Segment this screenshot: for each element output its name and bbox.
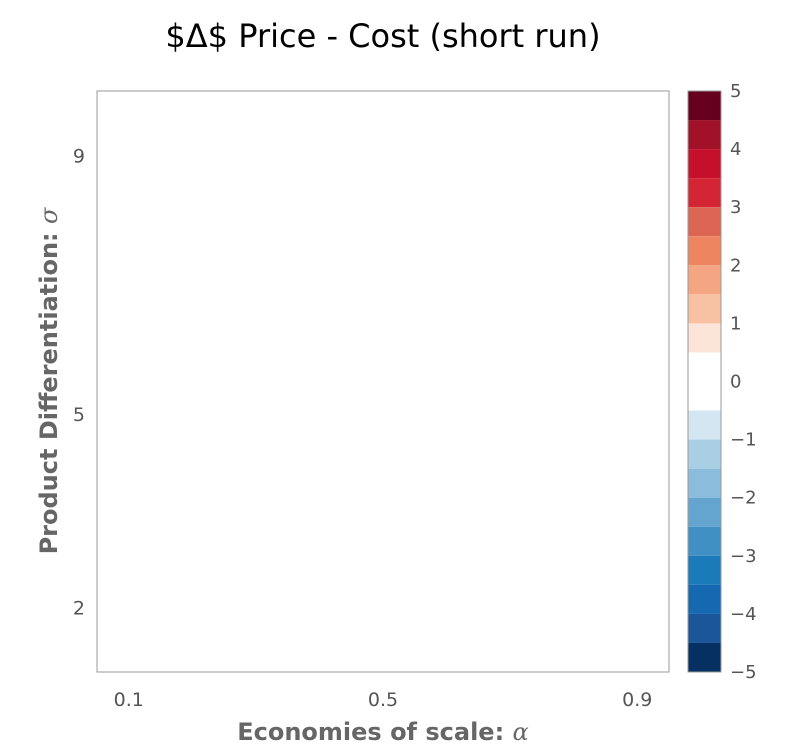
colorbar-band [688,410,721,440]
y-axis-label: Product Differentiation: σ [35,207,63,554]
colorbar-band [688,120,721,150]
colorbar-band [688,265,721,295]
y-axis-label-text: Product Differentiation: [35,224,63,554]
colorbar-band [688,497,721,527]
colorbar-tick-label: −2 [730,488,757,509]
x-axis-label-symbol: α [513,718,529,746]
x-tick-label: 0.5 [368,689,398,711]
colorbar-band [688,584,721,614]
colorbar-band [688,149,721,179]
x-tick-label: 0.9 [622,689,652,711]
colorbar-band [688,91,721,121]
colorbar-band [688,207,721,237]
colorbar-band [688,178,721,208]
colorbar-tick-label: 4 [730,139,741,160]
colorbar-band [688,352,721,411]
colorbar-band [688,555,721,585]
colorbar-tick-label: 0 [730,372,741,393]
colorbar-band [688,323,721,353]
colorbar-tick-labels: 5 4 3 2 1 0 −1 −2 −3 −4 −5 [730,81,757,683]
x-axis-label-text: Economies of scale: [237,718,512,746]
colorbar-band [688,236,721,266]
colorbar-band [688,613,721,643]
y-tick-label: 2 [73,597,85,619]
y-tick-label: 5 [73,404,85,426]
colorbar-band [688,526,721,556]
colorbar-bands [688,91,721,672]
x-tick-labels: 0.1 0.5 0.9 [114,689,653,711]
y-tick-label: 9 [73,146,85,168]
colorbar-tick-label: 1 [730,313,741,334]
colorbar-tick-label: −4 [730,604,757,625]
colorbar-frame [687,90,722,673]
colorbar-band [688,439,721,469]
chart-title: $Δ$ Price - Cost (short run) [165,17,600,55]
colorbar: 5 4 3 2 1 0 −1 −2 −3 −4 −5 [687,81,757,683]
colorbar-band [688,294,721,324]
y-tick-labels: 2 5 9 [73,146,85,620]
colorbar-tick-label: −5 [730,662,757,683]
heatmap-cells [97,91,669,672]
x-tick-label: 0.1 [114,689,144,711]
colorbar-tick-label: 2 [730,255,741,276]
colorbar-band [688,642,721,672]
plot-frame [96,90,670,673]
colorbar-tick-label: −1 [730,430,757,451]
colorbar-band [688,468,721,498]
colorbar-tick-label: 3 [730,197,741,218]
y-axis-label-symbol: σ [35,207,63,224]
plot-area [96,90,670,673]
colorbar-tick-label: −3 [730,546,757,567]
colorbar-tick-label: 5 [730,81,741,102]
x-axis-label: Economies of scale: α [237,718,529,746]
